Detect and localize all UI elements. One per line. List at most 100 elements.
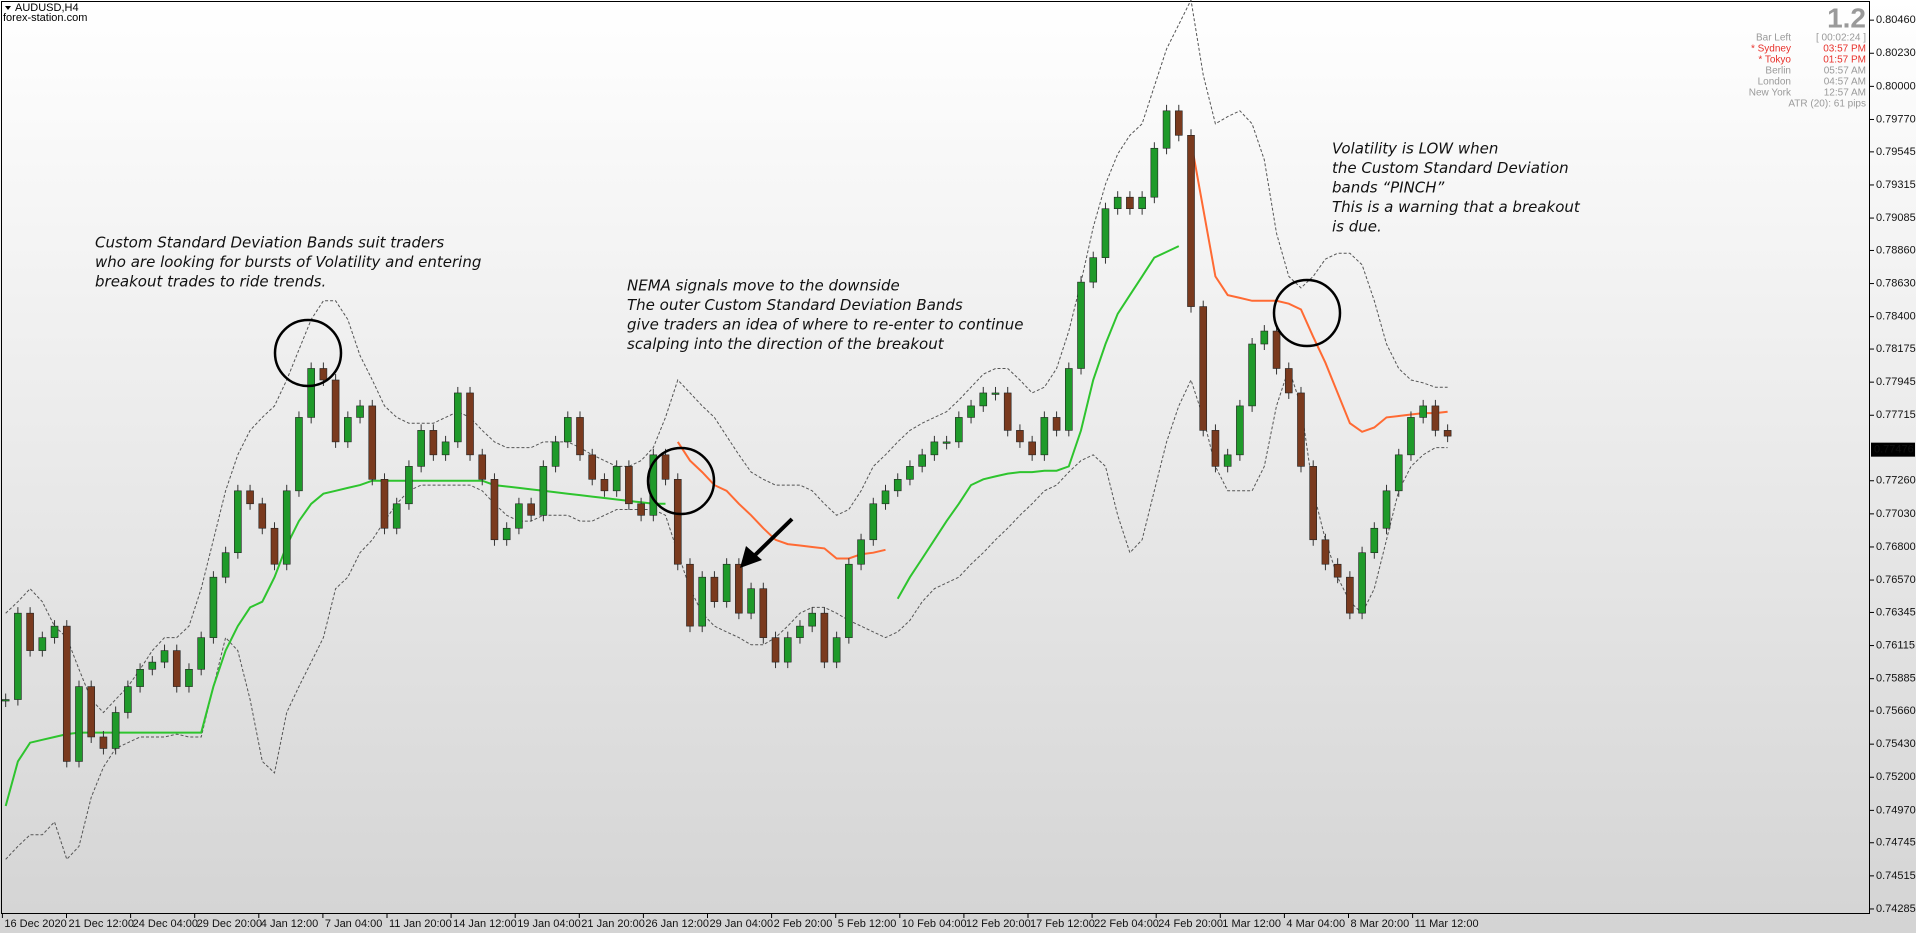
atr: ATR (20): 61 pips	[1788, 99, 1866, 110]
y-tick-label: 0.75430	[1876, 738, 1916, 750]
y-tick-label: 0.77030	[1876, 508, 1916, 520]
candle	[906, 466, 914, 480]
annotation: Custom Standard Deviation Bands suit tra…	[95, 234, 444, 252]
candle	[918, 454, 926, 467]
candle	[1138, 196, 1146, 210]
candle	[796, 625, 804, 638]
candle	[771, 637, 780, 663]
highlight-circle	[273, 318, 343, 388]
candle	[686, 563, 694, 627]
y-tick-label: 0.77945	[1876, 376, 1916, 388]
candle	[50, 625, 59, 638]
candle	[75, 686, 83, 762]
x-tick-label: 12 Feb 20:00	[966, 918, 1031, 930]
candle	[698, 576, 707, 627]
y-tick-label: 0.74515	[1876, 870, 1916, 882]
x-tick-label: 29 Jan 04:00	[710, 918, 774, 930]
candle	[14, 612, 22, 700]
candle	[136, 669, 144, 687]
highlight-circle	[1272, 278, 1342, 348]
candle	[1260, 330, 1269, 345]
candle	[600, 479, 609, 492]
info-value: [ 00:02:24 ]	[1816, 33, 1866, 44]
candle	[893, 479, 902, 492]
candle	[930, 441, 939, 456]
candle	[1065, 368, 1073, 431]
candle	[1150, 147, 1159, 198]
y-tick-label: 0.74285	[1876, 903, 1916, 915]
candle	[1358, 552, 1366, 614]
x-tick-label: 11 Jan 20:00	[389, 918, 452, 930]
info-label: New York	[1749, 88, 1792, 99]
candle	[527, 503, 535, 516]
candle	[185, 669, 193, 687]
candle	[319, 368, 328, 381]
info-value: 04:57 AM	[1824, 77, 1866, 88]
candle	[368, 405, 377, 480]
candle	[1052, 417, 1061, 431]
candle	[1370, 527, 1379, 554]
candle	[87, 686, 96, 738]
x-tick-label: 29 Dec 20:00	[197, 918, 262, 930]
candle	[722, 563, 731, 602]
y-tick-label: 0.76115	[1876, 639, 1915, 651]
x-tick-label: 24 Dec 04:00	[133, 918, 198, 930]
plot-frame	[1, 1, 1870, 914]
y-tick-label: 0.80230	[1876, 47, 1916, 59]
candle	[808, 612, 816, 627]
y-tick-label: 0.79315	[1876, 179, 1916, 191]
candle	[1199, 306, 1208, 431]
candle	[869, 503, 878, 541]
candle	[1211, 430, 1220, 467]
candle	[258, 503, 267, 529]
candle	[673, 479, 682, 565]
candle	[331, 379, 340, 443]
y-tick-label: 0.75885	[1876, 673, 1916, 685]
candle	[649, 454, 658, 516]
candle	[26, 612, 34, 651]
candle	[454, 392, 462, 443]
candle	[1394, 454, 1403, 492]
version: 1.2	[1827, 2, 1866, 33]
annotation: is due.	[1332, 218, 1382, 236]
candle	[1419, 405, 1427, 418]
x-tick-label: 11 Mar 12:00	[1415, 918, 1479, 930]
x-tick-label: 21 Jan 20:00	[581, 918, 645, 930]
candle	[735, 563, 743, 614]
x-tick-label: 4 Mar 04:00	[1286, 918, 1345, 930]
candle	[942, 441, 951, 444]
candle	[1126, 196, 1134, 210]
candle	[979, 392, 988, 407]
last-price-label: 0.77476	[1874, 444, 1914, 456]
candle	[747, 588, 755, 614]
arrow-head	[740, 546, 762, 568]
annotation: scalping into the direction of the break…	[627, 335, 945, 353]
candle	[1223, 454, 1232, 467]
y-tick-label: 0.75660	[1876, 705, 1916, 717]
y-tick-label: 0.75200	[1876, 771, 1916, 783]
candle	[759, 588, 768, 638]
candle	[955, 417, 963, 443]
candle	[234, 490, 242, 554]
x-tick-label: 19 Jan 04:00	[517, 918, 581, 930]
annotation: NEMA signals move to the downside	[627, 277, 900, 295]
candle	[551, 441, 560, 467]
candle	[1003, 392, 1012, 431]
candle	[38, 637, 47, 651]
candle	[881, 490, 890, 505]
y-tick-label: 0.79770	[1876, 113, 1916, 125]
candle	[1407, 417, 1415, 456]
info-value: 01:57 PM	[1823, 55, 1866, 66]
annotation: bands “PINCH”	[1332, 179, 1445, 197]
candle	[588, 454, 597, 480]
candle	[197, 637, 205, 670]
candle	[832, 637, 841, 663]
y-tick-label: 0.77715	[1876, 409, 1916, 421]
candle	[172, 650, 181, 687]
candle	[1077, 281, 1085, 369]
candle	[576, 417, 584, 456]
candle	[1028, 441, 1036, 456]
last-price-box	[1871, 442, 1915, 457]
menu-arrow[interactable]	[5, 6, 11, 10]
